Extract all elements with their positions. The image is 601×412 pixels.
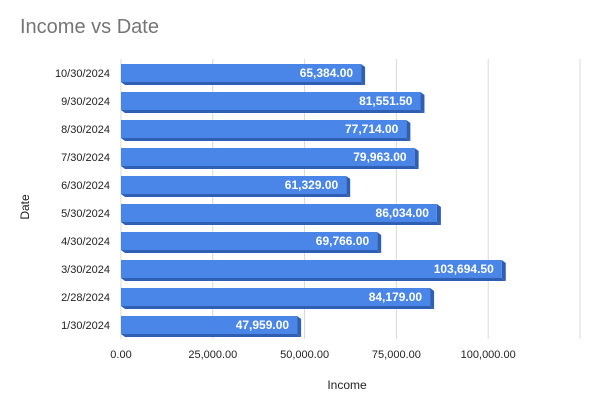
y-axis-title: Date (18, 194, 32, 220)
chart-title: Income vs Date (20, 16, 159, 38)
bar-value-label: 47,959.00 (236, 318, 290, 332)
bar[interactable] (121, 288, 431, 306)
x-tick-label: 75,000.00 (372, 349, 421, 361)
bar-depth-side (436, 204, 441, 225)
bar[interactable] (121, 64, 362, 82)
x-tick-label: 100,000.00 (461, 349, 516, 361)
bar-depth-side (430, 288, 435, 309)
x-tick-label: 0.00 (110, 349, 131, 361)
bar[interactable] (121, 204, 437, 222)
y-tick-label: 4/30/2024 (61, 236, 110, 248)
x-tick-label: 50,000.00 (280, 349, 329, 361)
bar[interactable] (121, 232, 378, 250)
bar-value-label: 65,384.00 (300, 66, 354, 80)
bar-depth-bottom (121, 278, 506, 281)
bar-depth-side (297, 316, 302, 337)
y-tick-label: 10/30/2024 (55, 68, 110, 80)
y-tick-label: 7/30/2024 (61, 152, 110, 164)
bar-value-label: 81,551.50 (359, 94, 413, 108)
bar[interactable] (121, 92, 421, 110)
y-tick-label: 1/30/2024 (61, 320, 110, 332)
bar-depth-side (346, 176, 351, 197)
bar-depth-side (406, 120, 411, 141)
bar-depth-bottom (121, 334, 302, 337)
y-tick-label: 3/30/2024 (61, 264, 110, 276)
x-axis-title: Income (327, 378, 367, 392)
bar-depth-side (420, 92, 425, 113)
bar-depth-bottom (121, 138, 411, 141)
y-tick-label: 5/30/2024 (61, 208, 110, 220)
bar-depth-bottom (121, 306, 435, 309)
bar-depth-bottom (121, 82, 366, 85)
bar-value-label: 61,329.00 (285, 178, 339, 192)
bar-depth-bottom (121, 250, 382, 253)
y-tick-label: 2/28/2024 (61, 292, 110, 304)
y-tick-label: 9/30/2024 (61, 96, 110, 108)
bar[interactable] (121, 176, 347, 194)
bar-value-label: 79,963.00 (353, 150, 407, 164)
bar-depth-bottom (121, 166, 419, 169)
bar-value-label: 84,179.00 (369, 290, 423, 304)
bar-depth-side (377, 232, 382, 253)
x-tick-labels: 0.00 25,000.00 50,000.00 75,000.00 100,000.0… (110, 349, 515, 361)
bar-value-label: 103,694.50 (434, 262, 494, 276)
bar[interactable] (121, 120, 407, 138)
bar-depth-bottom (121, 110, 425, 113)
bar-depth-side (361, 64, 366, 85)
bar[interactable] (121, 148, 415, 166)
bar-value-label: 69,766.00 (316, 234, 370, 248)
y-tick-labels: 10/30/2024 9/30/2024 8/30/2024 7/30/2024 6/3… (55, 68, 110, 332)
bar[interactable] (121, 316, 298, 334)
bars-layer: 65,384.00 81,551.50 77,714.00 79,963.00 61,3… (121, 64, 506, 337)
x-tick-label: 25,000.00 (188, 349, 237, 361)
bar-value-label: 86,034.00 (376, 206, 430, 220)
bar-depth-side (414, 148, 419, 169)
y-tick-label: 6/30/2024 (61, 180, 110, 192)
bar[interactable] (121, 260, 502, 278)
bar-value-label: 77,714.00 (345, 122, 399, 136)
bar-depth-bottom (121, 194, 351, 197)
bar-depth-side (501, 260, 506, 281)
y-tick-label: 8/30/2024 (61, 124, 110, 136)
bar-depth-bottom (121, 222, 441, 225)
